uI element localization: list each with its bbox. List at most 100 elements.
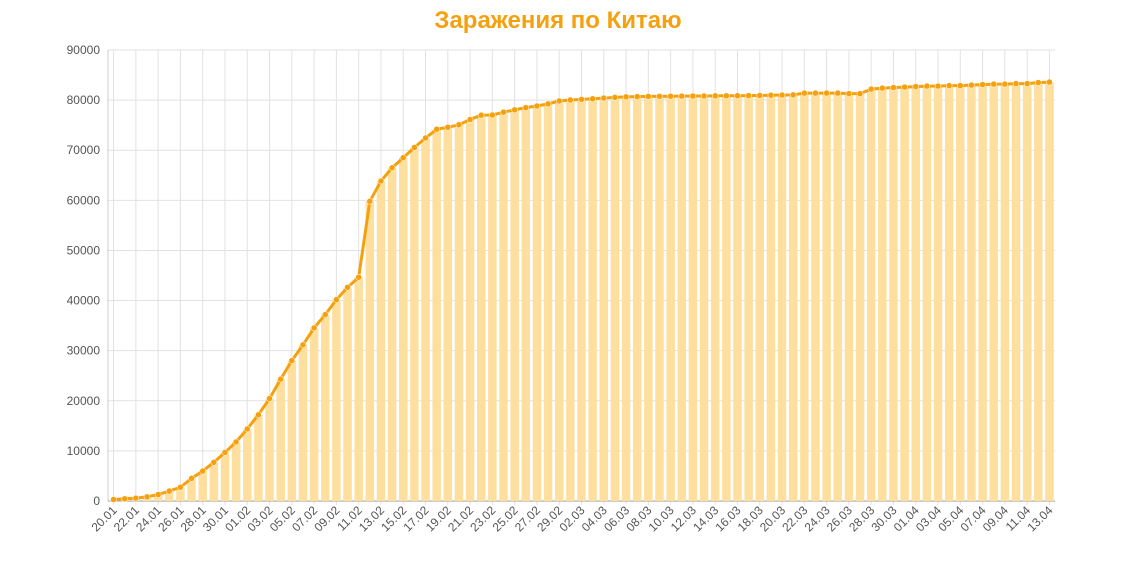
point: [567, 96, 574, 104]
bar: [454, 124, 464, 501]
bar: [354, 277, 363, 501]
point: [232, 438, 240, 446]
point: [1001, 80, 1009, 88]
point: [511, 106, 518, 114]
point: [544, 100, 552, 108]
y-tick-label: 0: [93, 494, 100, 508]
x-tick-label: 13.04: [1024, 503, 1055, 534]
bar: [889, 87, 898, 501]
point: [923, 82, 931, 90]
bar: [722, 95, 731, 502]
bar: [488, 115, 497, 501]
point: [555, 97, 563, 105]
point: [177, 483, 184, 491]
bar: [632, 96, 642, 501]
y-tick-label: 30000: [67, 344, 101, 358]
bar: [744, 95, 753, 502]
point: [945, 82, 953, 89]
point: [723, 92, 730, 100]
bar: [989, 84, 998, 501]
point: [912, 83, 919, 90]
point: [266, 395, 273, 402]
bar: [421, 138, 430, 502]
point: [121, 495, 128, 503]
bar: [476, 115, 486, 502]
point: [645, 93, 652, 100]
bar: [1011, 83, 1021, 501]
bar: [343, 287, 352, 501]
x-tick-label: 09.04: [980, 503, 1011, 534]
bar: [387, 167, 397, 501]
point: [656, 93, 663, 100]
point: [1023, 80, 1031, 87]
bar: [833, 93, 842, 502]
bar: [610, 97, 620, 502]
point: [399, 154, 407, 161]
point: [477, 111, 485, 119]
bar: [198, 471, 207, 501]
point: [221, 449, 229, 456]
bar: [321, 314, 330, 501]
y-tick-label: 60000: [67, 193, 101, 207]
point: [667, 92, 674, 100]
chart-title: Заражения по Китаю: [434, 7, 681, 34]
point: [890, 84, 897, 91]
bar: [298, 344, 308, 501]
bar: [510, 109, 519, 502]
bar: [220, 452, 230, 501]
bar: [967, 85, 976, 502]
point: [210, 459, 218, 466]
point: [277, 375, 284, 383]
point: [812, 89, 819, 97]
bar: [933, 86, 943, 501]
point: [288, 357, 296, 364]
point: [500, 108, 507, 116]
bar: [254, 414, 263, 501]
bar: [911, 86, 920, 501]
point: [767, 92, 775, 99]
point: [845, 90, 853, 97]
point: [990, 80, 997, 88]
point: [856, 90, 864, 97]
bar: [410, 147, 419, 501]
bar: [878, 88, 887, 501]
bar: [766, 95, 776, 501]
bar: [1022, 83, 1032, 501]
point: [689, 92, 697, 100]
point: [322, 311, 329, 318]
point: [466, 116, 474, 123]
bar: [465, 119, 475, 501]
bar: [1000, 84, 1010, 501]
point: [489, 111, 496, 119]
bar: [231, 441, 241, 501]
point: [879, 84, 886, 92]
bar: [844, 93, 854, 501]
point: [522, 104, 530, 111]
point: [377, 177, 385, 185]
point: [867, 85, 875, 93]
bar: [710, 95, 720, 501]
bar: [621, 96, 631, 501]
y-tick-label: 90000: [67, 43, 101, 57]
x-tick-label: 09.02: [311, 503, 342, 534]
bar: [788, 94, 798, 501]
bar: [209, 462, 219, 501]
point: [756, 92, 764, 99]
bar: [499, 112, 508, 502]
point: [823, 89, 830, 97]
point: [834, 89, 841, 97]
point: [678, 92, 686, 100]
bar: [755, 95, 764, 501]
point: [422, 134, 429, 142]
bar: [554, 100, 564, 501]
bar: [265, 398, 274, 501]
point: [600, 94, 608, 102]
bar: [644, 96, 653, 501]
point: [433, 126, 440, 133]
bar: [432, 129, 441, 501]
point: [110, 496, 117, 503]
bar: [588, 98, 597, 501]
point: [1035, 79, 1042, 86]
bar: [365, 201, 375, 502]
point: [979, 81, 986, 88]
